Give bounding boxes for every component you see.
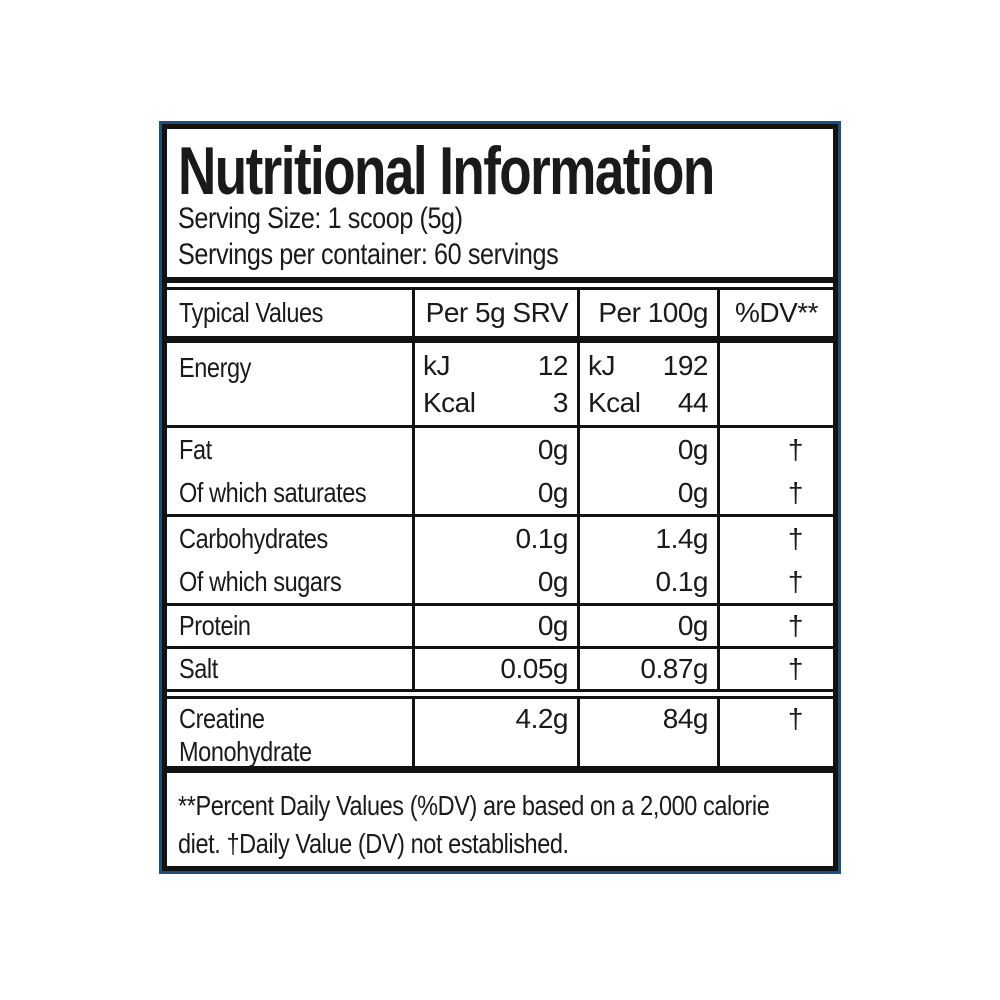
energy-dv-cell <box>717 343 833 425</box>
row-label: Fat <box>179 433 212 465</box>
energy-value: 3 <box>552 387 569 418</box>
energy-unit: kJ <box>423 350 451 381</box>
nutrition-label: Nutritional Information Serving Size: 1 … <box>159 121 841 874</box>
column-header-per-100g: Per 100g <box>577 290 717 336</box>
nutrition-label-frame: Nutritional Information Serving Size: 1 … <box>162 124 838 871</box>
column-header-typical-values: Typical Values <box>179 297 324 328</box>
label-title: Nutritional Information <box>178 133 715 209</box>
row-value-per-5g: 0.1g <box>412 517 577 560</box>
table-row-energy: Energy kJ 12 Kcal 3 kJ 192 Kcal 44 <box>167 343 833 428</box>
column-header-per-5g-srv: Per 5g SRV <box>412 290 577 336</box>
energy-value: 44 <box>677 387 709 418</box>
row-value-dv: † <box>717 517 833 560</box>
row-value-dv: † <box>717 606 833 646</box>
row-value-per-100g: 0.1g <box>577 560 717 603</box>
row-value-per-100g: 0g <box>577 471 717 514</box>
table-row-salt: Salt 0.05g 0.87g † <box>167 649 833 692</box>
row-value-per-5g: 0g <box>412 606 577 646</box>
row-value-dv: † <box>717 471 833 514</box>
row-value-per-5g: 0g <box>412 428 577 471</box>
row-label: Creatine Monohydrate <box>179 703 312 767</box>
row-label: Energy <box>179 352 252 383</box>
row-value-per-100g: 0.87g <box>577 649 717 689</box>
row-label: Carbohydrates <box>179 522 328 554</box>
nutrition-table: Typical Values Per 5g SRV Per 100g %DV**… <box>167 287 833 773</box>
row-value-per-5g: 0g <box>412 560 577 603</box>
row-value-per-100g: 0g <box>577 606 717 646</box>
row-value-dv: † <box>717 428 833 471</box>
column-header-dv: %DV** <box>717 290 833 336</box>
row-value-per-5g: 0.05g <box>412 649 577 689</box>
energy-per-100g-cell: kJ 192 Kcal 44 <box>577 343 717 425</box>
row-label: Of which sugars <box>179 565 342 597</box>
table-group-carbohydrates: Carbohydrates 0.1g 1.4g † Of which sugar… <box>167 517 833 606</box>
row-value-per-5g: 4.2g <box>412 699 577 766</box>
table-group-fat: Fat 0g 0g † Of which saturates 0g 0g † <box>167 428 833 517</box>
energy-unit: Kcal <box>423 387 476 418</box>
serving-size-line: Serving Size: 1 scoop (5g) <box>178 201 819 237</box>
servings-per-container-line: Servings per container: 60 servings <box>178 237 819 273</box>
serving-size-text: Serving Size: 1 scoop (5g) <box>178 202 463 235</box>
row-value-dv: † <box>717 649 833 689</box>
footnote: **Percent Daily Values (%DV) are based o… <box>167 773 833 863</box>
row-value-per-100g: 0g <box>577 428 717 471</box>
table-row-creatine-monohydrate: Creatine Monohydrate 4.2g 84g † <box>167 696 833 773</box>
row-value-dv: † <box>717 699 833 766</box>
row-label: Of which saturates <box>179 476 367 508</box>
energy-value: 192 <box>662 350 709 381</box>
servings-per-container-text: Servings per container: 60 servings <box>178 238 559 271</box>
energy-value: 12 <box>537 350 569 381</box>
row-value-per-5g: 0g <box>412 471 577 514</box>
row-label: Salt <box>179 653 218 684</box>
energy-per-5g-cell: kJ 12 Kcal 3 <box>412 343 577 425</box>
row-value-per-100g: 1.4g <box>577 517 717 560</box>
table-row-protein: Protein 0g 0g † <box>167 606 833 649</box>
row-value-per-100g: 84g <box>577 699 717 766</box>
energy-unit: Kcal <box>588 387 641 418</box>
row-value-dv: † <box>717 560 833 603</box>
label-header: Nutritional Information Serving Size: 1 … <box>167 129 833 283</box>
table-header-row: Typical Values Per 5g SRV Per 100g %DV** <box>167 290 833 343</box>
row-label: Protein <box>179 610 251 641</box>
footnote-text: **Percent Daily Values (%DV) are based o… <box>178 790 770 859</box>
energy-unit: kJ <box>588 350 616 381</box>
